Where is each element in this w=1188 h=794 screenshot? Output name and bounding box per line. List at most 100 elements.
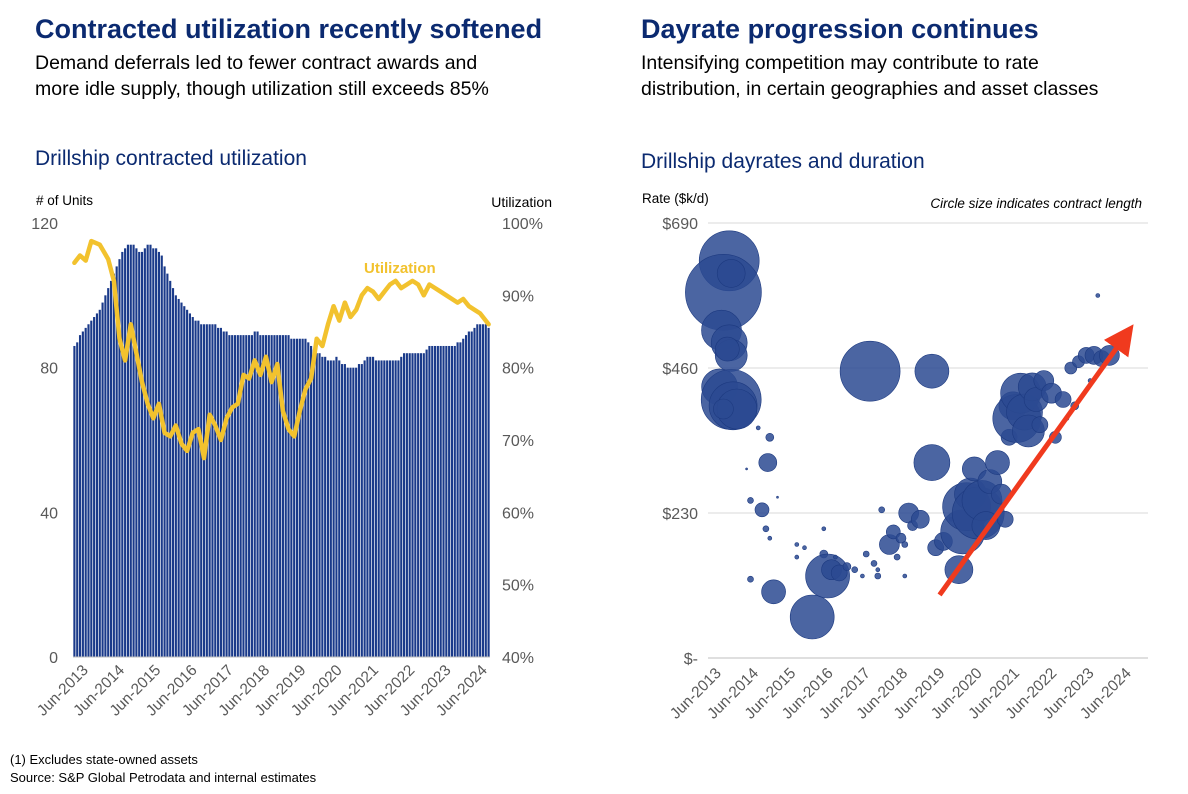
unit-bar	[425, 349, 428, 657]
footnote-source: Source: S&P Global Petrodata and interna…	[10, 770, 317, 785]
unit-bar	[81, 331, 84, 657]
unit-bar	[369, 356, 372, 657]
unit-bar	[408, 353, 411, 657]
rate-y-tick-label: $690	[662, 216, 698, 233]
unit-bar	[121, 251, 124, 657]
unit-bar	[140, 251, 144, 657]
unit-bar	[183, 306, 186, 657]
unit-bar	[456, 342, 459, 657]
unit-bar	[262, 335, 265, 657]
right-panel-subtitle: Intensifying competition may contribute …	[641, 50, 1098, 102]
left-subtitle-line-2: more idle supply, though utilization sti…	[35, 78, 489, 100]
unit-bar	[355, 367, 358, 657]
unit-bar	[304, 338, 307, 657]
unit-bar	[329, 360, 332, 657]
unit-bar	[259, 335, 262, 657]
unit-bar	[445, 345, 448, 657]
unit-bar	[222, 331, 225, 657]
unit-bar	[239, 335, 242, 657]
unit-bar	[236, 335, 239, 657]
unit-bar	[109, 280, 113, 657]
right-y-tick-label: 60%	[502, 505, 534, 522]
unit-bar	[402, 353, 406, 657]
unit-bar	[200, 324, 203, 657]
unit-bar	[208, 324, 211, 657]
unit-bar	[149, 244, 152, 657]
dayrate-bubble	[716, 259, 746, 288]
dayrate-bubble	[1095, 293, 1101, 298]
dayrate-bubble	[901, 541, 909, 548]
unit-bar	[138, 251, 141, 657]
dayrate-bubble	[833, 554, 838, 560]
unit-bar	[242, 335, 245, 657]
left-panel-title: Contracted utilization recently softened	[35, 14, 543, 44]
unit-bar	[391, 360, 394, 657]
dayrate-bubble	[765, 433, 775, 442]
right-y-tick-label: 80%	[502, 361, 534, 378]
unit-bar	[439, 345, 442, 657]
unit-bar	[279, 335, 282, 657]
unit-bar	[422, 353, 425, 657]
unit-bar	[177, 298, 180, 657]
dayrate-bubble	[839, 340, 901, 402]
utilization-line-label: Utilization	[364, 260, 436, 277]
unit-bar	[301, 338, 304, 657]
unit-bar	[245, 335, 248, 657]
unit-bar	[135, 248, 138, 657]
right-y-ticks: 40% 50% 60% 70% 80% 90% 100%	[502, 216, 543, 667]
left-panel-subtitle: Demand deferrals led to fewer contract a…	[35, 50, 489, 102]
right-y-tick-label: 50%	[502, 578, 534, 595]
unit-bar	[352, 367, 355, 657]
unit-bar	[360, 364, 363, 657]
unit-bar	[217, 327, 220, 657]
rate-x-ticks: Jun-2013Jun-2014Jun-2015Jun-2016Jun-2017…	[667, 665, 1135, 723]
unit-bar	[93, 317, 96, 657]
unit-bar	[107, 288, 110, 657]
dayrate-bubble	[747, 497, 754, 504]
unit-bar	[143, 248, 146, 657]
unit-bar	[318, 353, 321, 657]
unit-bar	[126, 244, 130, 657]
right-y-axis-label: Utilization	[491, 194, 552, 210]
unit-bar	[163, 266, 166, 657]
unit-bar	[287, 335, 290, 657]
unit-bar	[453, 345, 456, 657]
dayrate-bubble	[902, 573, 908, 579]
dayrate-bubble	[713, 398, 734, 420]
unit-bar	[112, 273, 115, 657]
unit-bar	[405, 353, 408, 657]
left-x-ticks: Jun-2013Jun-2014Jun-2015Jun-2016Jun-2017…	[34, 662, 491, 720]
unit-bar	[284, 335, 287, 657]
left-y-tick-label: 80	[40, 361, 58, 378]
left-y-axis-label: # of Units	[36, 193, 93, 208]
utilization-line	[72, 238, 491, 461]
unit-bar	[315, 353, 318, 657]
unit-bar	[419, 353, 423, 657]
unit-bar	[214, 324, 217, 657]
unit-bar	[290, 338, 293, 657]
right-chart-title: Drillship dayrates and duration	[641, 150, 925, 173]
dayrate-bubble	[789, 594, 835, 640]
dayrate-bubble	[913, 444, 951, 481]
dayrate-bubble	[860, 573, 865, 579]
dayrate-bubble	[821, 526, 827, 532]
unit-bar	[180, 302, 183, 657]
unit-bar	[152, 248, 155, 657]
unit-bar	[202, 324, 206, 657]
unit-bar	[166, 273, 169, 657]
dayrate-bubble	[910, 509, 930, 529]
dayrate-bubble	[878, 506, 886, 514]
unit-bar	[211, 324, 214, 657]
unit-bar	[473, 327, 476, 657]
unit-bar	[484, 324, 487, 657]
unit-bar	[341, 364, 344, 657]
unit-bar	[326, 360, 330, 657]
unit-bar	[169, 280, 172, 657]
dayrate-bubble	[830, 564, 848, 582]
unit-bar	[104, 295, 107, 657]
unit-bar	[197, 320, 200, 657]
right-y-tick-label: 100%	[502, 216, 543, 233]
unit-bar	[132, 244, 135, 657]
unit-bar	[338, 360, 341, 657]
unit-bar	[487, 327, 490, 657]
